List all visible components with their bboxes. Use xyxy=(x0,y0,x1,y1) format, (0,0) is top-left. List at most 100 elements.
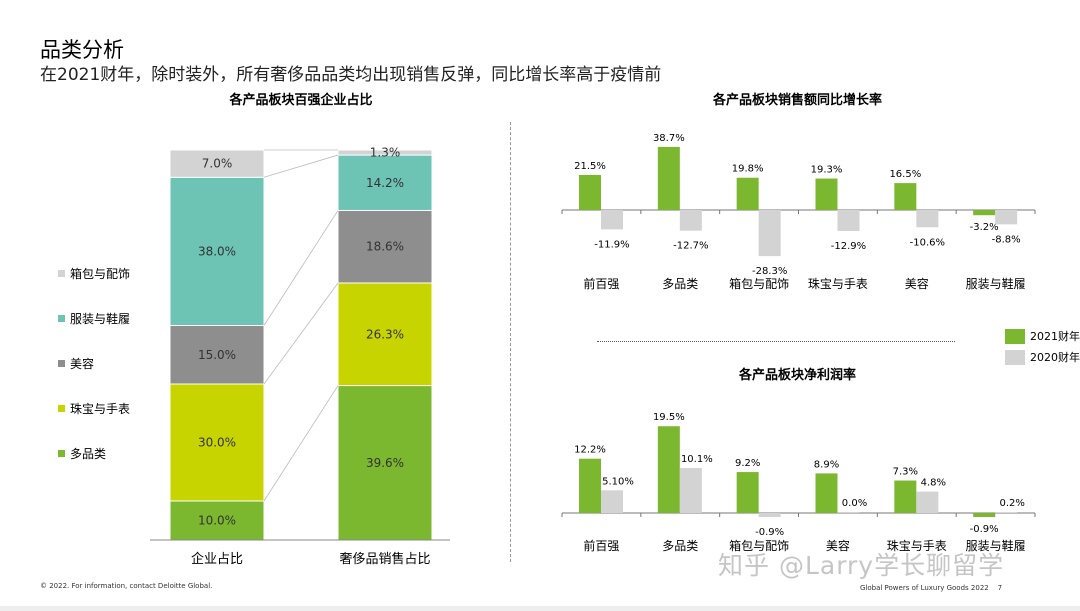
legend-item: 美容 xyxy=(58,355,94,372)
data-label: 5.10% xyxy=(602,476,634,487)
category-label: 箱包与配饰 xyxy=(729,538,789,553)
data-label: 0.2% xyxy=(999,498,1024,509)
data-label: 19.3% xyxy=(811,165,843,176)
legend-label: 服装与鞋履 xyxy=(70,312,131,326)
legend-2020: 2020财年 xyxy=(1005,349,1080,365)
category-label: 美容 xyxy=(826,538,850,553)
segment-label: 30.0% xyxy=(198,436,236,450)
category-label: 前百强 xyxy=(583,276,619,291)
bar-2020财年 xyxy=(758,210,781,257)
dotted-divider xyxy=(597,341,955,342)
bar-2020财年 xyxy=(995,210,1018,225)
bar-2021财年 xyxy=(579,174,601,210)
legend-label: 2020财年 xyxy=(1030,351,1080,364)
data-label: -12.9% xyxy=(831,241,866,252)
segment-label: 26.3% xyxy=(366,327,404,341)
category-label: 多品类 xyxy=(662,539,698,553)
connector-line xyxy=(263,385,339,502)
legend-label: 多品类 xyxy=(70,447,107,461)
category-label: 珠宝与手表 xyxy=(887,539,947,553)
legend-swatch xyxy=(58,360,65,367)
footer-source: Global Powers of Luxury Goods 2022 7 xyxy=(860,584,1002,592)
category-label: 服装与鞋履 xyxy=(966,276,1026,291)
legend-item: 多品类 xyxy=(58,445,106,462)
category-label: 箱包与配饰 xyxy=(729,276,789,291)
bar-2021财年 xyxy=(894,183,917,210)
category-label: 前百强 xyxy=(583,538,619,553)
data-label: -12.7% xyxy=(673,241,708,252)
bar-2020财年 xyxy=(837,512,860,513)
bar-2020财年 xyxy=(679,468,702,513)
divider xyxy=(510,122,511,562)
category-label: 珠宝与手表 xyxy=(808,277,868,291)
connector-line xyxy=(263,282,339,385)
data-label: 9.2% xyxy=(735,458,760,469)
bar-2020财年 xyxy=(601,490,623,513)
segment-label: 14.2% xyxy=(366,176,404,190)
legend-label: 美容 xyxy=(70,357,95,371)
stacked-segment xyxy=(337,282,433,387)
stacked-segment xyxy=(169,383,265,502)
watermark: 知乎 @Larry学长聊留学 xyxy=(718,551,1005,580)
connector-line xyxy=(263,154,339,178)
legend-label: 珠宝与手表 xyxy=(70,402,131,416)
data-label: -10.6% xyxy=(910,237,945,248)
data-label: 0.0% xyxy=(842,498,867,509)
legend-swatch xyxy=(58,405,65,412)
category-label: 多品类 xyxy=(662,277,698,291)
bar-2021财年 xyxy=(736,472,759,513)
bar-2021财年 xyxy=(973,210,996,216)
legend-swatch xyxy=(1005,328,1025,344)
category-label: 企业占比 xyxy=(191,551,243,567)
data-label: -0.9% xyxy=(755,527,784,538)
data-label: 19.8% xyxy=(732,164,764,175)
page-title: 品类分析 xyxy=(40,38,124,62)
data-label: 7.3% xyxy=(893,467,918,478)
bar-2021财年 xyxy=(815,178,838,210)
data-label: -11.9% xyxy=(594,239,629,250)
legend-item: 箱包与配饰 xyxy=(58,265,130,282)
stacked-segment xyxy=(337,154,433,211)
data-label: -28.3% xyxy=(752,266,787,277)
stacked-segment xyxy=(169,325,265,385)
bar-2020财年 xyxy=(916,210,939,228)
stacked-segment xyxy=(169,500,265,541)
growth-chart-title: 各产品板块销售额同比增长率 xyxy=(712,93,882,108)
bottom-bar xyxy=(0,606,1080,611)
legend-item: 服装与鞋履 xyxy=(58,310,130,327)
data-label: 10.1% xyxy=(681,454,713,465)
bar-2021财年 xyxy=(973,513,996,518)
bar-2021财年 xyxy=(894,480,917,513)
segment-label: 10.0% xyxy=(198,514,236,528)
margin-chart-title: 各产品板块净利润率 xyxy=(738,368,856,383)
bar-2021财年 xyxy=(657,146,680,210)
bar-2020财年 xyxy=(837,210,860,232)
data-label: 12.2% xyxy=(574,445,606,456)
bar-2020财年 xyxy=(758,513,781,518)
segment-label: 38.0% xyxy=(198,244,236,258)
data-label: 8.9% xyxy=(814,459,839,470)
stacked-segment xyxy=(337,209,433,284)
bar-2021财年 xyxy=(736,177,759,210)
legend-label: 箱包与配饰 xyxy=(70,267,131,281)
footer-copyright: © 2022. For information, contact Deloitt… xyxy=(40,582,213,590)
legend-label: 2021财年 xyxy=(1030,330,1080,343)
stacked-segment xyxy=(169,149,265,178)
category-label: 奢侈品销售占比 xyxy=(339,551,430,567)
bar-2020财年 xyxy=(679,210,702,231)
category-label: 美容 xyxy=(905,276,929,291)
data-label: 4.8% xyxy=(921,478,946,489)
legend-item: 珠宝与手表 xyxy=(58,400,130,417)
connector-line xyxy=(263,210,339,326)
page-number: 7 xyxy=(997,584,1003,592)
category-label: 服装与鞋履 xyxy=(966,538,1026,553)
data-label: 19.5% xyxy=(653,412,685,423)
bar-2020财年 xyxy=(995,512,1018,513)
stacked-segment xyxy=(169,176,265,326)
legend-swatch xyxy=(58,450,65,457)
bar-2021财年 xyxy=(657,426,680,513)
bar-2020财年 xyxy=(916,491,939,513)
data-label: -3.2% xyxy=(970,222,999,233)
data-label: -8.8% xyxy=(992,234,1021,245)
